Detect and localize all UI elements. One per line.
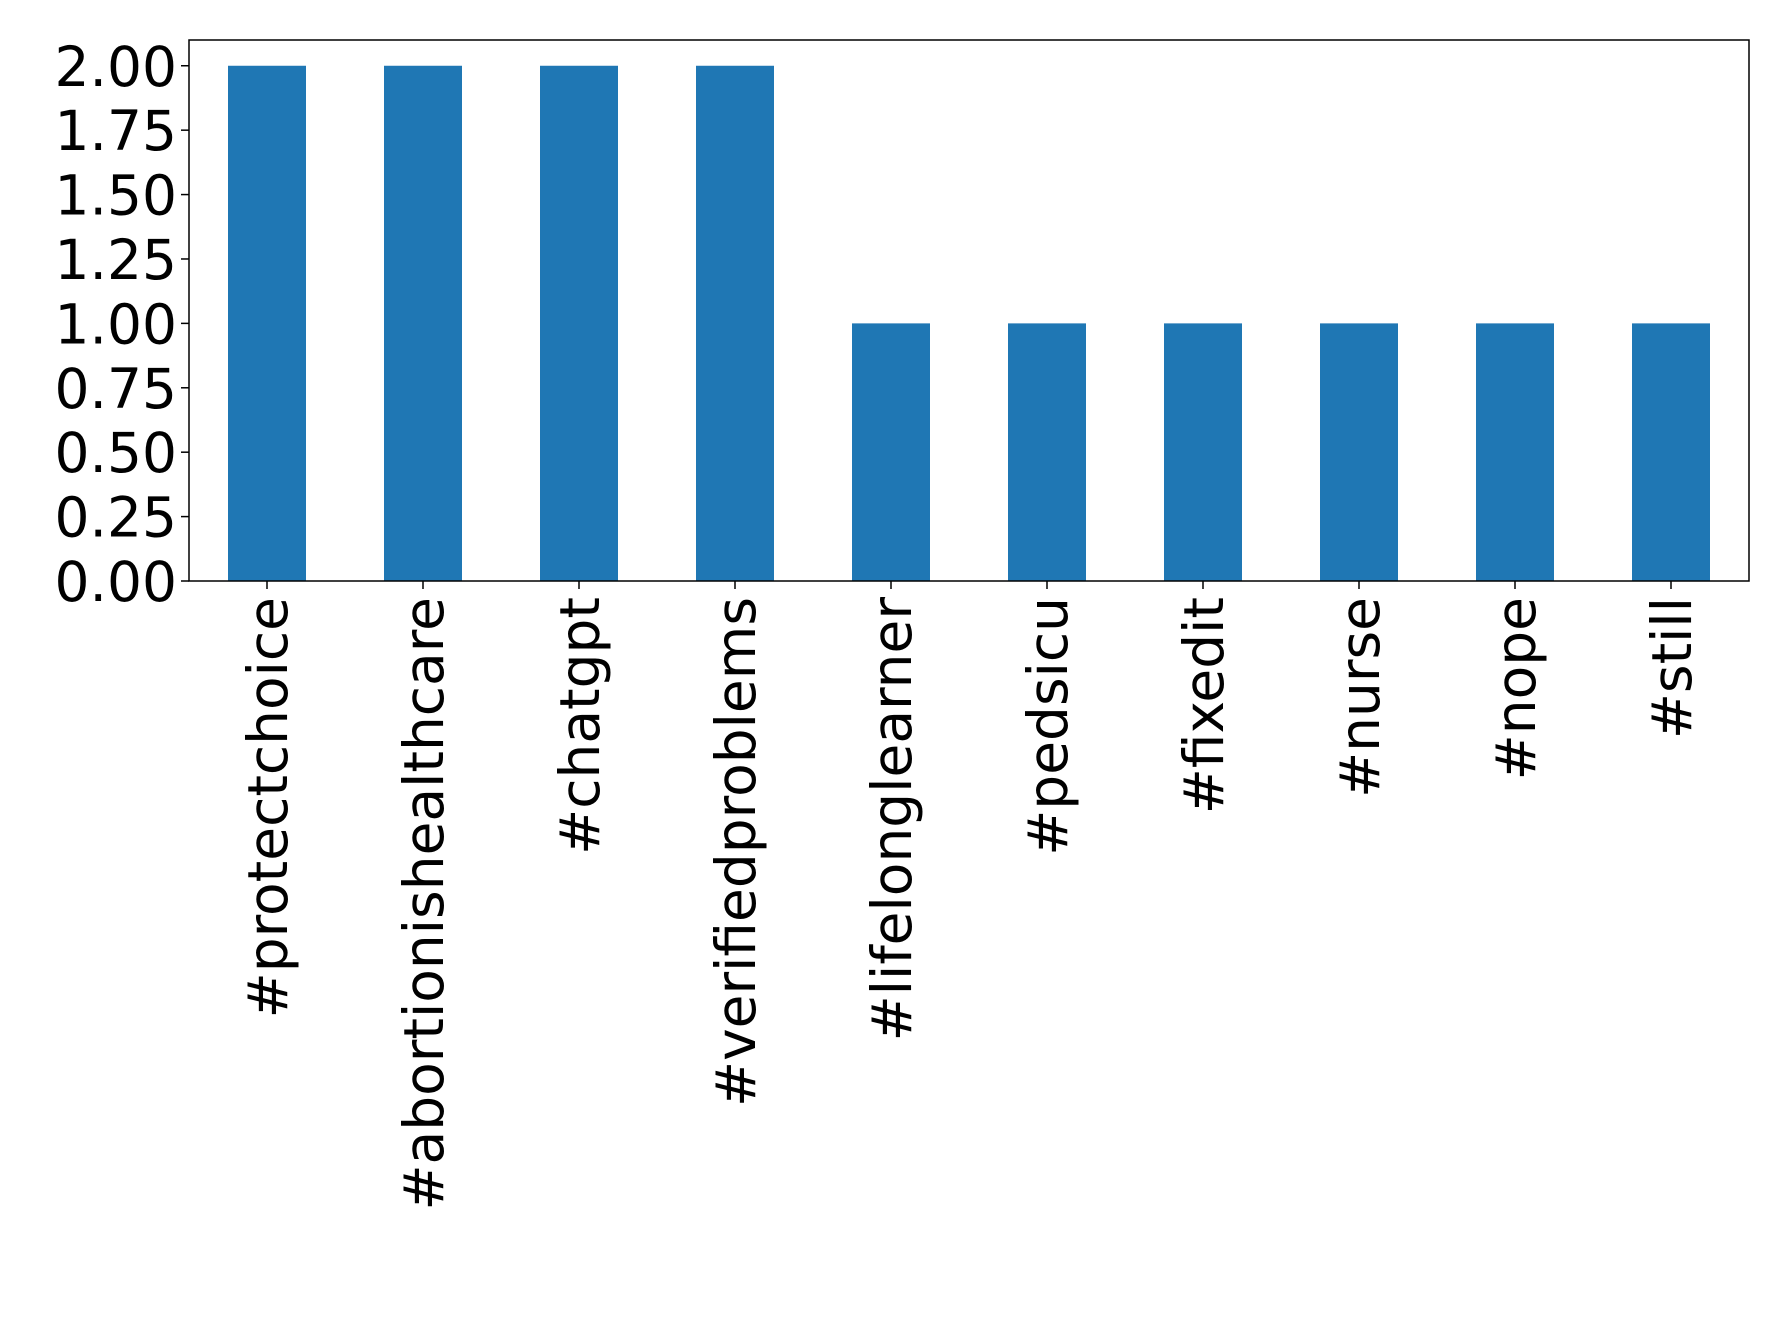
x-tick-label: #lifelonglearner xyxy=(860,597,924,1042)
x-tick-label: #abortionishealthcare xyxy=(392,597,456,1211)
x-tick-label: #nope xyxy=(1484,597,1548,780)
y-tick-label: 1.50 xyxy=(55,164,177,228)
y-tick-label: 1.25 xyxy=(55,228,177,292)
x-tick-label: #pedsicu xyxy=(1016,597,1080,856)
x-tick-label: #protectchoice xyxy=(236,597,300,1018)
y-tick-label: 0.75 xyxy=(55,357,177,421)
bar xyxy=(696,65,774,581)
y-tick-label: 1.75 xyxy=(55,99,177,163)
bar xyxy=(1320,323,1398,581)
bar xyxy=(1476,323,1554,581)
bar xyxy=(1008,323,1086,581)
plot-frame xyxy=(188,39,1750,582)
y-tick-label: 0.25 xyxy=(55,486,177,550)
x-tick-label: #still xyxy=(1640,597,1704,739)
bar xyxy=(540,65,618,581)
y-tick-label: 0.00 xyxy=(55,550,177,614)
bar xyxy=(1164,323,1242,581)
bar xyxy=(1632,323,1710,581)
x-tick-label: #nurse xyxy=(1328,597,1392,798)
y-tick-label: 1.00 xyxy=(55,292,177,356)
y-tick-label: 0.50 xyxy=(55,421,177,485)
bar xyxy=(852,323,930,581)
bar xyxy=(228,65,306,581)
x-tick-label: #chatgpt xyxy=(548,597,612,855)
x-tick-label: #verifiedproblems xyxy=(704,597,768,1107)
bar xyxy=(384,65,462,581)
x-tick-label: #fixedit xyxy=(1172,597,1236,814)
y-tick-label: 2.00 xyxy=(55,35,177,99)
